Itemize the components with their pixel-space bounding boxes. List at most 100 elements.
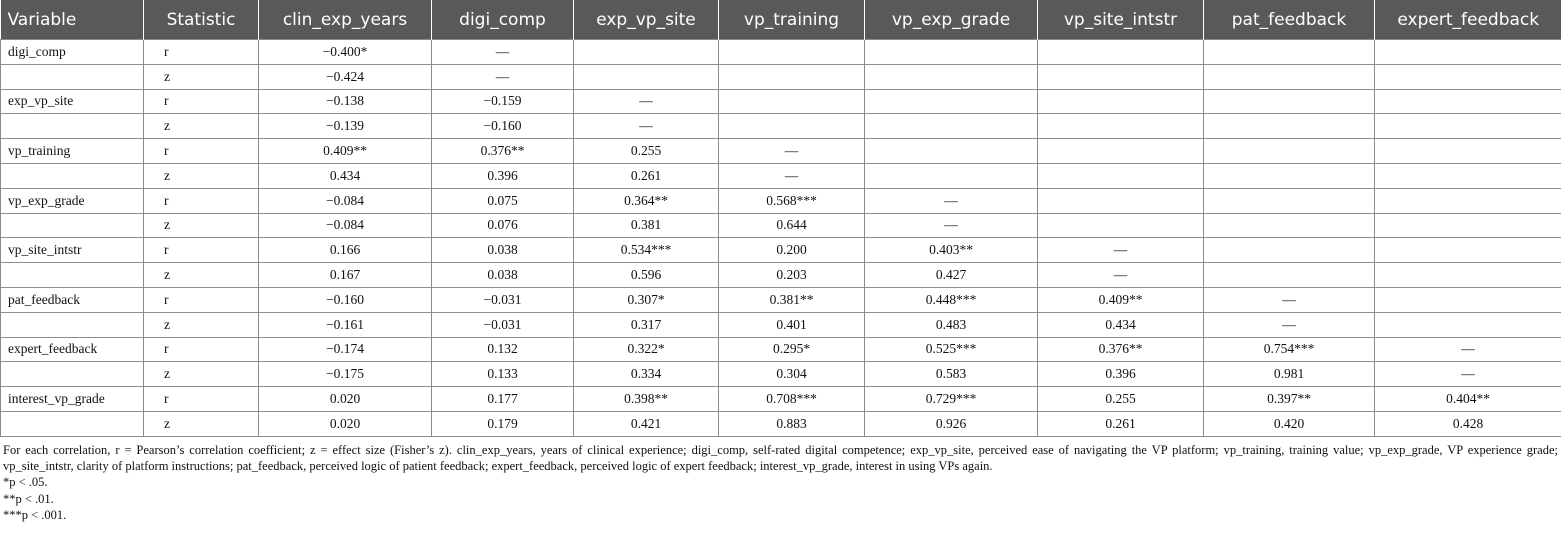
statistic-cell: z [143,162,259,189]
value-cell-clin-exp-years: 0.409** [258,138,432,164]
value-cell-vp-training: 0.708*** [718,386,865,412]
variable-cell: interest_vp_grade [0,386,144,412]
value-cell-digi-comp: −0.159 [431,88,574,115]
value-cell-pat-feedback: — [1203,311,1375,338]
statistic-cell: r [143,187,259,214]
statistic-cell: z [143,113,259,140]
value-cell-exp-vp-site [573,39,719,65]
column-header-vp-training: vp_training [718,0,865,40]
value-cell-vp-exp-grade: 0.448*** [864,286,1038,313]
table-row: exp_vp_site r −0.138 −0.159— [0,88,1561,115]
value-cell-vp-site-intstr [1037,138,1204,164]
value-cell-expert-feedback [1374,237,1561,264]
table-row: z 0.020 0.179 0.421 0.883 0.926 0.261 0.420 0.42… [0,410,1561,437]
statistic-cell: z [143,212,259,239]
value-cell-vp-training [718,113,865,140]
variable-cell: exp_vp_site [0,88,144,115]
value-cell-pat-feedback: 0.981 [1203,361,1375,388]
column-header-pat-feedback: pat_feedback [1203,0,1375,40]
value-cell-expert-feedback [1374,88,1561,115]
header-row: Variable Statistic clin_exp_years digi_c… [0,0,1561,40]
value-cell-digi-comp: −0.031 [431,286,574,313]
table-row: expert_feedback r −0.174 0.132 0.322* 0.295* 0… [0,336,1561,363]
value-cell-vp-site-intstr [1037,88,1204,115]
correlation-table: Variable Statistic clin_exp_years digi_c… [0,0,1561,437]
value-cell-vp-site-intstr [1037,63,1204,90]
statistic-cell: r [143,138,259,164]
table-row: digi_comp r −0.400* — [0,39,1561,65]
value-cell-exp-vp-site: 0.334 [573,361,719,388]
value-cell-vp-site-intstr [1037,187,1204,214]
table-row: vp_exp_grade r −0.084 0.075 0.364** 0.568*** — [0,187,1561,214]
correlation-table-figure: Variable Statistic clin_exp_years digi_c… [0,0,1561,523]
value-cell-expert-feedback [1374,63,1561,90]
value-cell-clin-exp-years: −0.084 [258,212,432,239]
table-row: z −0.161 −0.031 0.317 0.401 0.483 0.434— [0,311,1561,338]
value-cell-exp-vp-site: 0.307* [573,286,719,313]
value-cell-clin-exp-years: −0.424 [258,63,432,90]
value-cell-expert-feedback: 0.428 [1374,410,1561,437]
value-cell-digi-comp: 0.038 [431,262,574,288]
value-cell-pat-feedback: 0.397** [1203,386,1375,412]
variable-cell [0,63,144,90]
table-notes: For each correlation, r = Pearson’s corr… [0,437,1561,523]
value-cell-vp-exp-grade: — [864,212,1038,239]
value-cell-exp-vp-site: 0.421 [573,410,719,437]
value-cell-vp-training [718,63,865,90]
column-header-statistic: Statistic [143,0,259,40]
value-cell-vp-training: 0.401 [718,311,865,338]
variable-cell [0,262,144,288]
value-cell-vp-exp-grade [864,63,1038,90]
value-cell-vp-site-intstr: — [1037,237,1204,264]
value-cell-clin-exp-years: −0.139 [258,113,432,140]
variable-cell: expert_feedback [0,336,144,363]
value-cell-pat-feedback [1203,63,1375,90]
value-cell-clin-exp-years: 0.020 [258,410,432,437]
statistic-cell: r [143,39,259,65]
variable-cell [0,311,144,338]
value-cell-exp-vp-site: 0.261 [573,162,719,189]
value-cell-digi-comp: −0.031 [431,311,574,338]
column-header-digi-comp: digi_comp [431,0,574,40]
value-cell-pat-feedback [1203,113,1375,140]
value-cell-expert-feedback [1374,113,1561,140]
value-cell-digi-comp: −0.160 [431,113,574,140]
variable-cell: vp_site_intstr [0,237,144,264]
value-cell-vp-site-intstr [1037,212,1204,239]
variable-cell [0,361,144,388]
value-cell-expert-feedback [1374,162,1561,189]
value-cell-clin-exp-years: −0.175 [258,361,432,388]
value-cell-vp-exp-grade: 0.403** [864,237,1038,264]
value-cell-vp-site-intstr: 0.434 [1037,311,1204,338]
value-cell-vp-exp-grade: — [864,187,1038,214]
value-cell-expert-feedback [1374,138,1561,164]
table-row: z 0.167 0.038 0.596 0.203 0.427— [0,262,1561,288]
value-cell-clin-exp-years: −0.084 [258,187,432,214]
statistic-cell: z [143,410,259,437]
table-row: z −0.175 0.133 0.334 0.304 0.583 0.396 0.981— [0,361,1561,388]
statistic-cell: z [143,311,259,338]
value-cell-clin-exp-years: −0.138 [258,88,432,115]
value-cell-vp-site-intstr: — [1037,262,1204,288]
footnote-p-05: *p < .05. [3,475,48,490]
value-cell-exp-vp-site: — [573,88,719,115]
value-cell-vp-training: 0.568*** [718,187,865,214]
value-cell-clin-exp-years: −0.400* [258,39,432,65]
value-cell-expert-feedback [1374,39,1561,65]
value-cell-expert-feedback [1374,286,1561,313]
variable-cell [0,212,144,239]
value-cell-exp-vp-site: 0.398** [573,386,719,412]
value-cell-vp-training [718,39,865,65]
value-cell-digi-comp: 0.075 [431,187,574,214]
table-row: z 0.434 0.396 0.261— [0,162,1561,189]
value-cell-clin-exp-years: −0.160 [258,286,432,313]
value-cell-digi-comp: 0.396 [431,162,574,189]
value-cell-vp-site-intstr: 0.396 [1037,361,1204,388]
value-cell-vp-training [718,88,865,115]
value-cell-pat-feedback [1203,39,1375,65]
value-cell-pat-feedback [1203,237,1375,264]
statistic-cell: r [143,286,259,313]
statistic-cell: z [143,361,259,388]
value-cell-vp-site-intstr: 0.261 [1037,410,1204,437]
value-cell-digi-comp: 0.038 [431,237,574,264]
